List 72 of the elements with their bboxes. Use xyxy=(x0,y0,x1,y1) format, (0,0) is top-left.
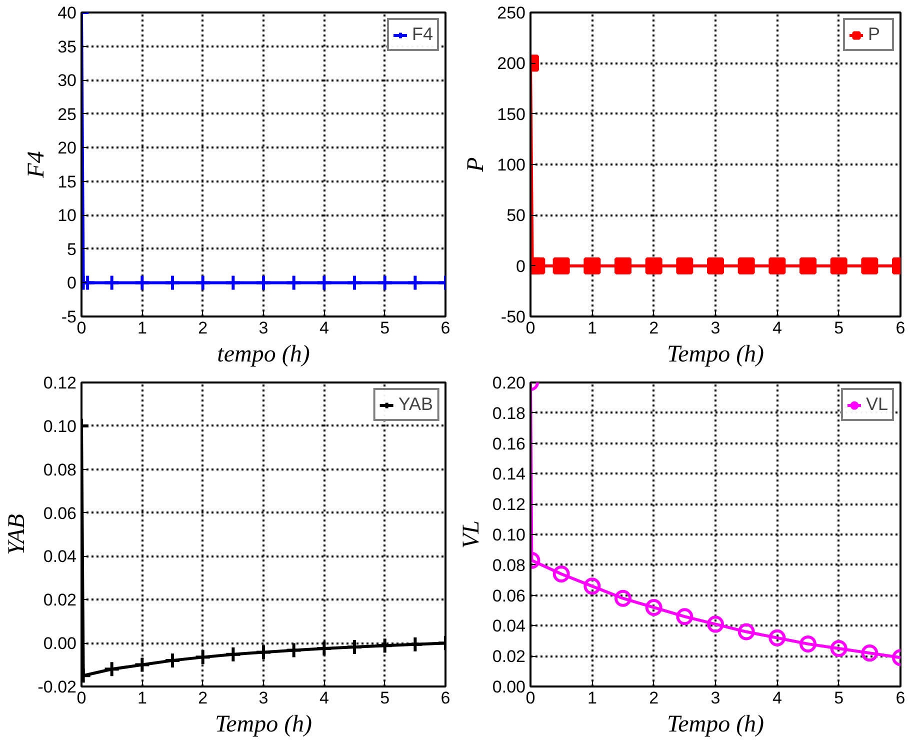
x-tick-label: 4 xyxy=(319,318,329,338)
y-tick-label: 250 xyxy=(497,4,526,22)
x-axis-title: Tempo (h) xyxy=(666,342,764,368)
y-tick-label: 0 xyxy=(516,256,526,276)
y-tick-label: 10 xyxy=(58,206,77,226)
y-tick-label: 0.04 xyxy=(492,616,526,636)
y-tick-label: 0.10 xyxy=(43,416,77,436)
x-tick-label: 6 xyxy=(896,688,906,708)
x-tick-label: 3 xyxy=(258,688,268,708)
y-tick-label: 0.06 xyxy=(492,586,526,606)
y-tick-label: -0.02 xyxy=(38,678,76,696)
x-tick-label: 4 xyxy=(319,688,329,708)
y-tick-label: 5 xyxy=(67,240,77,259)
x-tick-label: 4 xyxy=(772,688,782,708)
x-tick-label: 2 xyxy=(649,318,659,338)
y-tick-label: 100 xyxy=(497,156,526,174)
x-tick-label: 5 xyxy=(834,318,844,338)
x-tick-label: 3 xyxy=(710,688,720,708)
x-tick-label: 6 xyxy=(440,318,450,338)
y-tick-label: 35 xyxy=(58,37,77,56)
legend-label: P xyxy=(868,24,882,45)
x-tick-label: 5 xyxy=(380,318,390,338)
y-tick-label: 0.20 xyxy=(492,374,526,392)
x-tick-label: 3 xyxy=(258,318,268,338)
y-tick-label: 150 xyxy=(497,104,526,124)
x-axis-title: Tempo (h) xyxy=(666,712,764,738)
x-tick-label: 4 xyxy=(772,318,782,338)
y-tick-label: 0.14 xyxy=(492,464,526,484)
x-tick-label: 2 xyxy=(649,688,659,708)
x-tick-label: 2 xyxy=(198,688,208,708)
x-tick-label: 2 xyxy=(198,318,208,338)
legend-label: F4 xyxy=(412,24,433,45)
x-tick-label: 3 xyxy=(710,318,720,338)
y-tick-label: -50 xyxy=(500,308,526,326)
y-tick-label: 30 xyxy=(58,71,77,90)
y-tick-label: 0.04 xyxy=(43,547,77,566)
x-tick-label: 5 xyxy=(834,688,844,708)
y-tick-label: 0.06 xyxy=(43,504,77,523)
x-tick-label: 1 xyxy=(137,688,147,708)
y-axis-title: YAB xyxy=(4,514,30,555)
legend-label: YAB xyxy=(398,394,433,415)
y-axis-title: F4 xyxy=(24,151,50,179)
x-tick-label: 5 xyxy=(380,688,390,708)
y-tick-label: 0.16 xyxy=(492,434,526,454)
y-tick-label: 0 xyxy=(67,274,77,293)
y-tick-label: 0.10 xyxy=(492,526,526,544)
x-tick-label: 6 xyxy=(896,318,906,338)
y-tick-label: 0.12 xyxy=(492,495,526,514)
y-tick-label: 0.08 xyxy=(492,556,526,575)
x-tick-label: 1 xyxy=(587,318,597,338)
y-tick-label: -5 xyxy=(61,308,77,326)
x-axis-title: Tempo (h) xyxy=(214,712,312,738)
y-tick-label: 0.02 xyxy=(492,647,526,666)
y-tick-label: 0.00 xyxy=(492,678,526,696)
y-tick-label: 0.18 xyxy=(492,404,526,423)
legend-label: VL xyxy=(866,394,888,415)
x-tick-label: 6 xyxy=(440,688,450,708)
y-tick-label: 0.00 xyxy=(43,634,77,654)
y-tick-label: 0.02 xyxy=(43,590,77,610)
y-tick-label: 0.08 xyxy=(43,460,77,480)
y-tick-label: 0.12 xyxy=(43,374,77,392)
x-axis-title: tempo (h) xyxy=(217,342,310,368)
y-tick-label: 40 xyxy=(58,4,77,22)
y-tick-label: 50 xyxy=(506,206,526,226)
y-axis-title: VL xyxy=(458,520,484,549)
y-tick-label: 25 xyxy=(58,104,77,124)
y-tick-label: 20 xyxy=(58,138,77,158)
x-tick-label: 1 xyxy=(587,688,597,708)
y-axis-title: P xyxy=(463,156,490,173)
y-tick-label: 200 xyxy=(497,54,526,74)
x-tick-label: 1 xyxy=(137,318,147,338)
y-tick-label: 15 xyxy=(58,172,77,192)
